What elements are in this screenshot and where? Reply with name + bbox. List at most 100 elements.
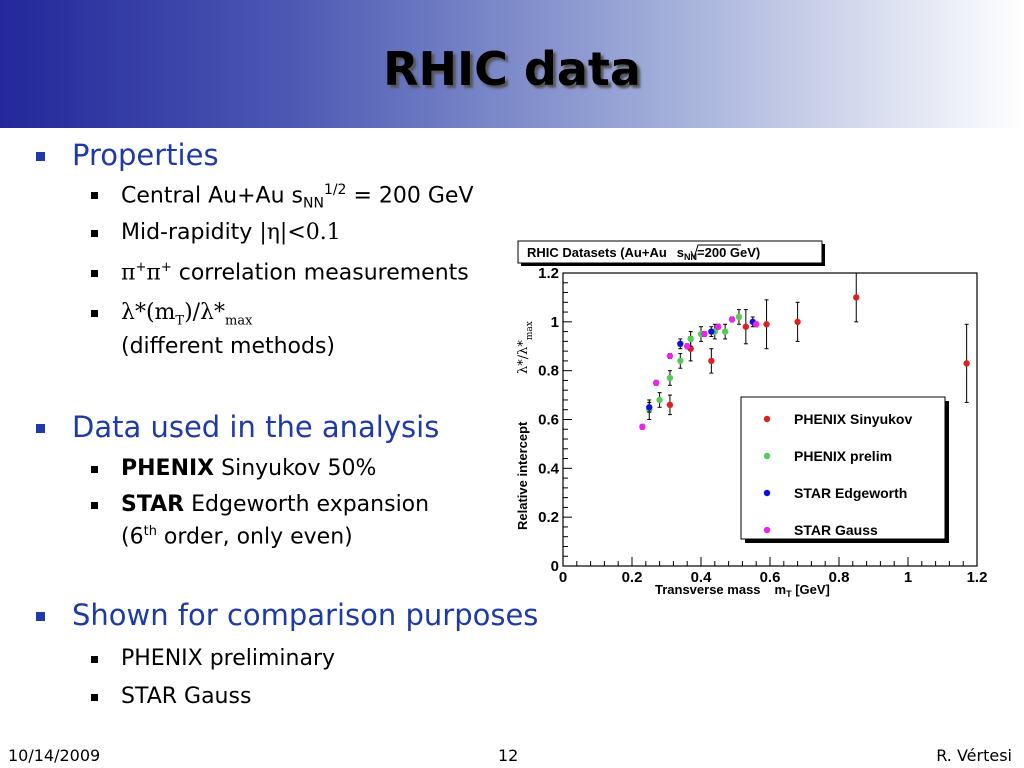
midrap-math: |η|<0.1 <box>259 220 341 245</box>
y-tick-label: 0.2 <box>538 509 559 526</box>
order-sup: th <box>143 524 157 539</box>
sqrt-symbol <box>690 244 741 260</box>
phenix-sinyukov-point <box>794 318 801 326</box>
legend-marker-phenix-prelim <box>763 452 771 460</box>
chart-title-shadow-r <box>822 244 825 266</box>
star-gauss-point <box>639 423 646 431</box>
midrap-text: Mid-rapidity <box>121 220 260 245</box>
star-gauss-point <box>652 379 660 387</box>
lambda-a: λ*(m <box>121 300 176 325</box>
series-layer <box>639 272 970 431</box>
chart-title-shadow-b <box>521 263 825 266</box>
axis-ticks: 0 0.2 0.4 0.6 0.8 1 1.2 0 0.2 0.4 0.6 0.8 1 1.2 <box>538 265 987 586</box>
legend-marker-phenix-sinyukov <box>763 415 771 423</box>
x-tick-label: 0.4 <box>691 569 713 586</box>
y-tick-label: 1.2 <box>538 265 559 282</box>
legend-marker-star-gauss <box>763 526 771 534</box>
pi-1: π <box>121 260 136 286</box>
bullet-phenix-prelim: PHENIX preliminary <box>90 646 336 671</box>
y-tick-label: 0 <box>551 558 559 575</box>
star-gauss-point <box>701 330 708 338</box>
bullet-properties-text: Properties <box>72 138 219 172</box>
bullet-star: STAR Edgeworth expansion <box>90 492 430 517</box>
different-methods: (different methods) <box>121 334 336 359</box>
bullet-shown: Shown for comparison purposes <box>35 598 539 632</box>
legend-label-star-edgeworth: STAR Edgeworth <box>794 485 907 501</box>
star-gauss-point <box>684 343 691 350</box>
footer-page: 12 <box>498 746 519 765</box>
bullet-properties: Properties <box>36 138 219 172</box>
lambda-sub-t: T <box>175 313 185 329</box>
pi-2-sup: + <box>160 260 172 275</box>
x-tick-label: 0.8 <box>829 569 850 586</box>
phenix-prelim-point <box>735 313 743 321</box>
y-tick-label: 0.8 <box>538 363 559 380</box>
central-suffix: = 200 GeV <box>346 183 474 209</box>
central-sup: 1/2 <box>323 182 347 198</box>
legend: PHENIX Sinyukov PHENIX prelim STAR Edgewor… <box>740 396 949 543</box>
phenix-sinyukov-point <box>708 357 715 365</box>
y-tick-label: 0.4 <box>538 460 560 477</box>
phenix-prelim-point <box>656 396 663 404</box>
star-edgeworth-point <box>708 328 715 335</box>
star-gauss-point <box>715 323 722 330</box>
rhic-chart: RHIC Datasets (Au+Au sNN=200 GeV) 0 0.2 0.4… <box>515 240 987 599</box>
phenix-sinyukov-point <box>742 323 750 330</box>
central-prefix: Central Au+Au s <box>121 183 303 209</box>
bullet-data-used: Data used in the analysis <box>35 410 440 444</box>
header-band <box>0 0 1024 128</box>
chart-title: RHIC Datasets (Au+Au sNN=200 GeV) <box>527 245 760 262</box>
lambda-sub-max: max <box>225 313 253 329</box>
star-gauss-point <box>666 352 674 360</box>
bullet-star-gauss: STAR Gauss <box>90 684 252 709</box>
phenix-sinyukov-point <box>853 294 860 301</box>
phenix-prelim-point <box>687 335 694 343</box>
x-axis-label: Transverse mass mT [GeV] <box>655 582 830 599</box>
phenix-sinyukov-point <box>763 321 770 328</box>
x-tick-label: 1 <box>904 569 912 586</box>
phenix-bold: PHENIX <box>121 456 215 481</box>
star-gauss-point <box>753 321 760 328</box>
phenix-sinyukov-point <box>963 360 970 367</box>
star-rest: Edgeworth expansion <box>184 492 430 517</box>
bullet-midrapidity: Mid-rapidity |η|<0.1 <box>91 220 341 245</box>
y-tick-label: 1 <box>551 314 559 331</box>
x-tick-label: 0.6 <box>760 569 781 586</box>
star-gauss-point <box>728 316 736 323</box>
x-tick-label: 0.2 <box>622 569 643 586</box>
legend-marker-star-edgeworth <box>763 489 771 497</box>
x-tick-label: 0 <box>559 569 567 586</box>
bullet-data-used-text: Data used in the analysis <box>72 410 440 444</box>
phenix-sinyukov-point <box>666 401 674 409</box>
footer-author: R. Vértesi <box>936 746 1012 765</box>
central-sub: NN <box>302 195 324 212</box>
legend-label-star-gauss: STAR Gauss <box>794 522 878 538</box>
y-axis-lambda: λ*/λ*max <box>516 321 535 374</box>
order-a: (6 <box>121 524 144 550</box>
phenix-prelim-point <box>677 357 684 365</box>
legend-label-phenix-prelim: PHENIX prelim <box>794 448 892 464</box>
x-tick-label: 1.2 <box>967 569 988 586</box>
pi-1-sup: + <box>135 260 147 275</box>
bullet-lambda: λ*(mT)/λ*max <box>90 300 253 329</box>
bullet-shown-text: Shown for comparison purposes <box>72 598 539 632</box>
star-edgeworth-point <box>677 340 684 348</box>
order-line: (6th order, only even) <box>121 524 353 549</box>
star-bold: STAR <box>121 492 185 517</box>
y-tick-label: 0.6 <box>538 412 559 429</box>
lambda-b: )/λ* <box>184 300 226 325</box>
bullet-pipi: π+π+ correlation measurements <box>91 260 469 286</box>
phenix-rest: Sinyukov 50% <box>214 456 377 481</box>
legend-box <box>740 396 946 540</box>
bullet-phenix: PHENIX Sinyukov 50% <box>90 456 377 481</box>
order-b: order, only even) <box>156 524 353 550</box>
phenix-prelim-point <box>721 328 729 335</box>
legend-label-phenix-sinyukov: PHENIX Sinyukov <box>794 411 912 427</box>
bullet-central: Central Au+Au sNN1/2 = 200 GeV <box>91 182 474 212</box>
star-edgeworth-point <box>646 404 653 411</box>
pipi-text: correlation measurements <box>171 260 469 286</box>
pi-2: π <box>146 260 161 286</box>
y-axis-label: Relative intercept <box>515 421 530 530</box>
slide-title: RHIC data <box>383 42 641 96</box>
phenix-prelim-point <box>666 374 674 382</box>
